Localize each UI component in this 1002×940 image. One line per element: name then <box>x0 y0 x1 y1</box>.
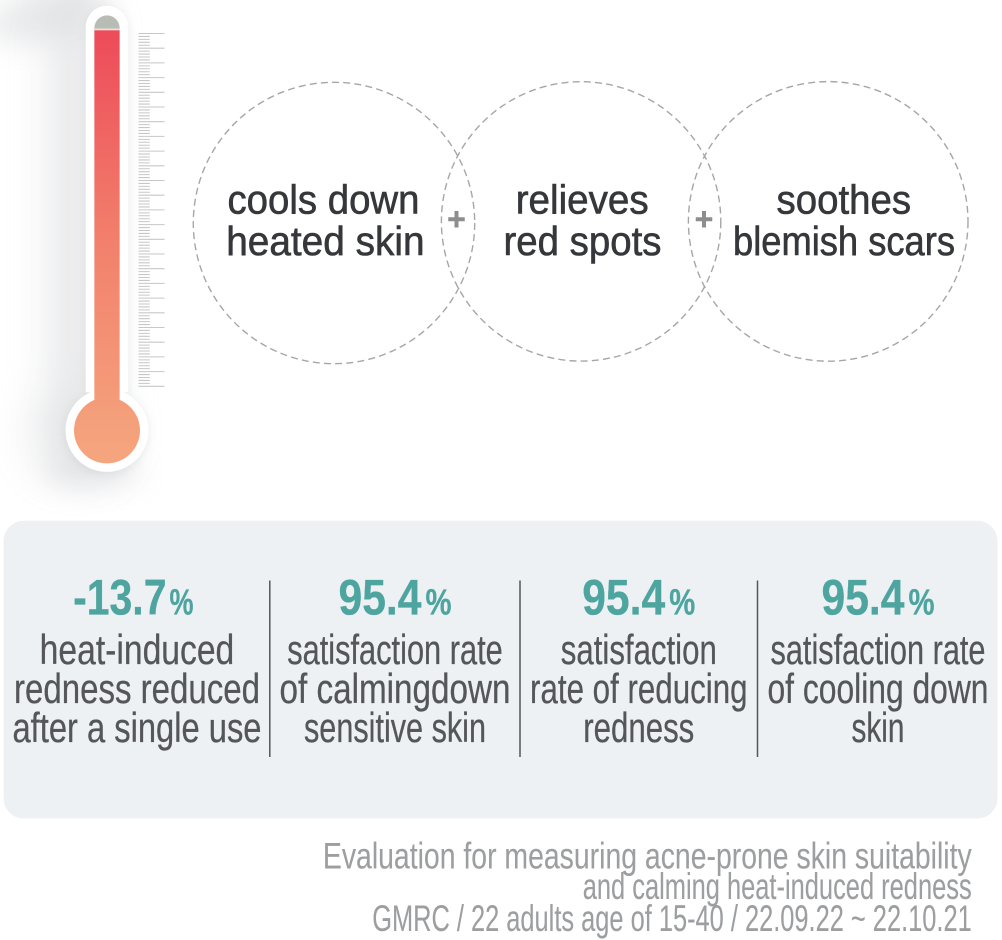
svg-text:%: % <box>426 583 452 623</box>
svg-text:satisfaction rate: satisfaction rate <box>287 628 503 674</box>
svg-text:redness: redness <box>583 706 694 752</box>
svg-text:heated skin: heated skin <box>226 219 424 265</box>
svg-text:rate of reducing: rate of reducing <box>530 667 748 713</box>
svg-text:soothes: soothes <box>776 178 911 224</box>
svg-text:satisfaction rate: satisfaction rate <box>771 628 986 674</box>
svg-text:and calming heat-induced redne: and calming heat-induced redness <box>583 867 972 907</box>
svg-text:relieves: relieves <box>516 178 649 224</box>
svg-text:%: % <box>170 583 194 623</box>
svg-text:redness reduced: redness reduced <box>14 667 260 713</box>
svg-text:red spots: red spots <box>504 219 662 265</box>
svg-text:blemish scars: blemish scars <box>733 219 955 265</box>
svg-text:%: % <box>669 583 695 623</box>
svg-text:sensitive skin: sensitive skin <box>304 706 486 752</box>
svg-text:-13.7: -13.7 <box>73 570 166 625</box>
svg-text:after a single use: after a single use <box>13 706 262 752</box>
svg-text:of calmingdown: of calmingdown <box>280 667 511 713</box>
svg-text:skin: skin <box>852 706 905 752</box>
svg-text:cools down: cools down <box>228 178 420 224</box>
svg-text:95.4: 95.4 <box>339 570 422 625</box>
svg-text:of cooling down: of cooling down <box>768 667 989 713</box>
svg-text:95.4: 95.4 <box>822 570 905 625</box>
svg-text:satisfaction: satisfaction <box>561 628 717 674</box>
svg-text:GMRC / 22 adults age of 15-40: GMRC / 22 adults age of 15-40 / 22.09.22… <box>372 899 972 939</box>
svg-text:Evaluation for measuring acne-: Evaluation for measuring acne-prone skin… <box>323 837 972 877</box>
svg-text:heat-induced: heat-induced <box>40 628 235 674</box>
svg-text:95.4: 95.4 <box>582 570 665 625</box>
svg-text:%: % <box>909 583 935 623</box>
